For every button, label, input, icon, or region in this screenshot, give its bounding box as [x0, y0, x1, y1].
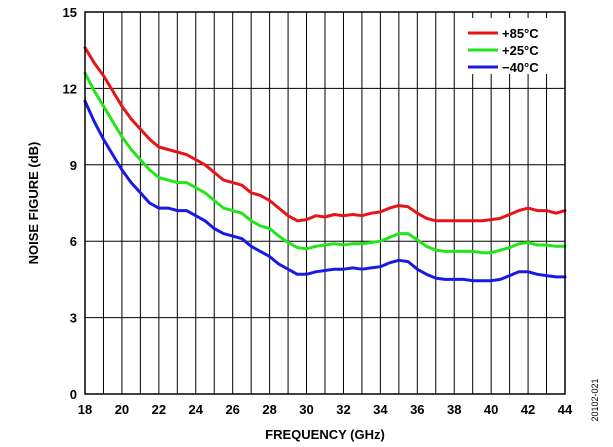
- y-tick-label: 6: [70, 234, 77, 249]
- legend-box: [462, 18, 558, 74]
- y-tick-label: 12: [63, 81, 77, 96]
- y-tick-label: 0: [70, 387, 77, 402]
- x-tick-label: 36: [410, 402, 424, 417]
- x-tick-label: 42: [521, 402, 535, 417]
- x-tick-label: 40: [484, 402, 498, 417]
- x-tick-label: 28: [262, 402, 276, 417]
- x-tick-label: 18: [78, 402, 92, 417]
- y-axis-label: NOISE FIGURE (dB): [26, 142, 41, 265]
- figure-code: 20102-021: [590, 378, 600, 421]
- legend: +85°C +25°C −40°C: [462, 18, 558, 75]
- series-line-1: [83, 71, 567, 255]
- legend-label: +25°C: [502, 43, 539, 58]
- x-tick-label: 26: [225, 402, 239, 417]
- x-axis-label: FREQUENCY (GHz): [265, 427, 385, 442]
- x-tick-label: 44: [558, 402, 573, 417]
- y-tick-labels: 0 3 6 9 12 15: [63, 5, 77, 402]
- legend-label: −40°C: [502, 60, 539, 75]
- x-tick-label: 38: [447, 402, 461, 417]
- y-tick-label: 3: [70, 311, 77, 326]
- x-tick-label: 34: [373, 402, 388, 417]
- series-line-2: [83, 99, 567, 283]
- series-line-0: [83, 46, 567, 223]
- x-tick-label: 24: [189, 402, 204, 417]
- y-tick-label: 9: [70, 158, 77, 173]
- y-tick-label: 15: [63, 5, 77, 20]
- x-tick-label: 22: [152, 402, 166, 417]
- series-lines: [83, 46, 567, 283]
- x-tick-label: 20: [115, 402, 129, 417]
- x-tick-label: 32: [336, 402, 350, 417]
- legend-label: +85°C: [502, 26, 539, 41]
- x-tick-labels: 18 20 22 24 26 28 30 32 34 36 38 40 42 44: [78, 402, 573, 417]
- grid: [84, 11, 566, 395]
- x-tick-label: 30: [299, 402, 313, 417]
- plot-frame: [84, 11, 566, 395]
